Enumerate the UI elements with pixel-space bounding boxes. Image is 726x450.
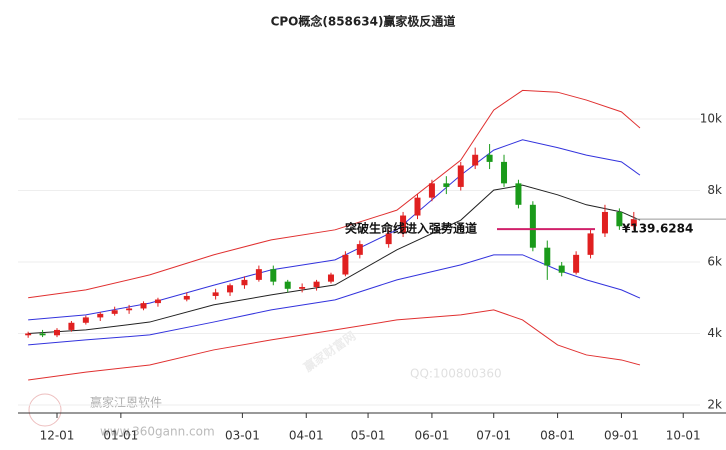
candle-body [630,219,637,227]
band-line [28,184,641,334]
candle-body [443,183,450,187]
candle-body [270,269,277,282]
candle-body [126,308,133,311]
candle-body [313,281,320,288]
annotation-text: 突破生命线进入强势通道 [345,221,477,236]
watermark-url: www.360gann.com [100,425,215,439]
candle-body [299,287,306,289]
candle-body [111,310,118,314]
candle-body [284,281,291,289]
x-tick-label: 08-01 [540,429,575,443]
x-tick-label: 12-01 [40,429,75,443]
candle-body [342,254,349,275]
candle-body [25,333,32,336]
x-tick-label: 03-01 [225,429,260,443]
chart-title: CPO概念(858634)赢家极反通道 [271,14,456,29]
price-label: ¥139.6284 [622,222,693,236]
candle-body [68,322,75,330]
candle-body [356,244,363,255]
candle-body [183,295,190,300]
candle-body [414,197,421,216]
candle-body [385,233,392,245]
candle-body [486,154,493,162]
watermark-qq: QQ:100800360 [410,367,502,381]
candle-body [39,333,46,336]
candle-body [472,154,479,166]
candle-body [212,292,219,296]
y-tick-label: 4k [707,326,722,340]
candle-body [515,183,522,205]
y-tick-label: 6k [707,254,722,268]
x-tick-label: 07-01 [476,429,511,443]
x-tick-label: 10-01 [666,429,701,443]
candle-body [558,265,565,273]
x-tick-label: 09-01 [604,429,639,443]
y-tick-label: 10k [700,112,722,126]
watermark-logo: 赢家江恩软件 [90,395,162,410]
candle-body [154,299,161,304]
band-line [28,309,641,381]
candle-body [529,204,536,248]
band-line [28,254,641,346]
band-line [28,89,641,299]
x-tick-label: 06-01 [414,429,449,443]
y-tick-label: 2k [707,397,722,411]
candle-body [227,285,234,293]
candle-body [97,313,104,318]
candle-body [400,215,407,234]
candle-body [54,329,60,336]
candle-body [587,233,594,255]
candle-body [241,279,248,286]
logo-icon [28,393,62,427]
x-tick-label: 04-01 [289,429,324,443]
candle-body [601,211,608,234]
y-tick-label: 8k [707,183,722,197]
candle-body [327,274,334,282]
candle-body [616,211,623,227]
x-tick-label: 01-01 [103,429,138,443]
candle-body [544,247,551,266]
candle-body [255,269,262,280]
candle-body [428,183,435,198]
candle-body [573,254,580,273]
candle-body [140,303,147,309]
candle-body [457,165,464,187]
candle-body [501,161,508,184]
x-tick-label: 05-01 [351,429,386,443]
candle-body [82,317,89,323]
